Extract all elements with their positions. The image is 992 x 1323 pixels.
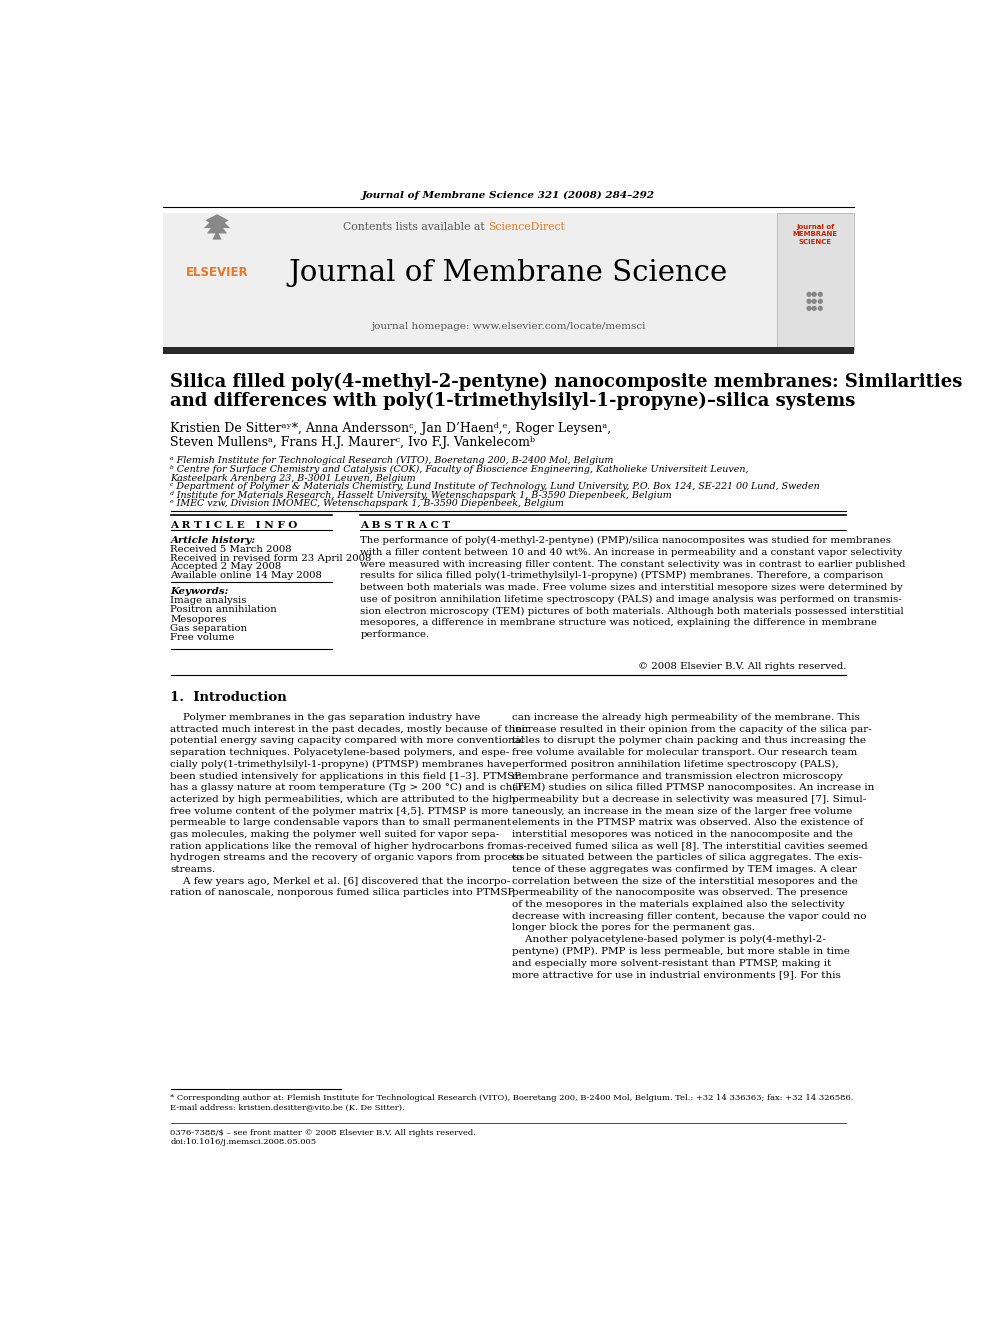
Text: journal of
MEMBRANE
SCIENCE: journal of MEMBRANE SCIENCE: [793, 224, 838, 245]
Text: Mesopores: Mesopores: [171, 615, 227, 623]
Text: Silica filled poly(4-methyl-2-pentyne) nanocomposite membranes: Similarities: Silica filled poly(4-methyl-2-pentyne) n…: [171, 373, 963, 392]
Text: Accepted 2 May 2008: Accepted 2 May 2008: [171, 562, 282, 572]
Text: * Corresponding author at: Flemish Institute for Technological Research (VITO), : * Corresponding author at: Flemish Insti…: [171, 1094, 854, 1102]
Text: can increase the already high permeability of the membrane. This
increase result: can increase the already high permeabili…: [512, 713, 874, 979]
Text: Kristien De Sitterᵃʸ*, Anna Anderssonᶜ, Jan D’Haenᵈ,ᵉ, Roger Leysenᵃ,: Kristien De Sitterᵃʸ*, Anna Anderssonᶜ, …: [171, 422, 612, 435]
Text: Received 5 March 2008: Received 5 March 2008: [171, 545, 292, 554]
Bar: [163, 213, 854, 349]
Bar: [163, 347, 854, 355]
Text: and differences with poly(1-trimethylsilyl-1-propyne)–silica systems: and differences with poly(1-trimethylsil…: [171, 392, 856, 410]
Text: 1.  Introduction: 1. Introduction: [171, 691, 288, 704]
Text: ᵇ Centre for Surface Chemistry and Catalysis (COK), Faculty of Bioscience Engine: ᵇ Centre for Surface Chemistry and Catal…: [171, 466, 749, 475]
Text: E-mail address: kristien.desitter@vito.be (K. De Sitter).: E-mail address: kristien.desitter@vito.b…: [171, 1103, 405, 1111]
Text: ᵈ Institute for Materials Research, Hasselt University, Wetenschapspark 1, B-359: ᵈ Institute for Materials Research, Hass…: [171, 491, 673, 500]
Text: ScienceDirect: ScienceDirect: [488, 221, 565, 232]
Text: ●●●
●●●
●●●: ●●● ●●● ●●●: [806, 291, 824, 311]
Text: A R T I C L E   I N F O: A R T I C L E I N F O: [171, 521, 298, 529]
Text: ELSEVIER: ELSEVIER: [186, 266, 248, 279]
Text: A B S T R A C T: A B S T R A C T: [360, 521, 450, 529]
Text: Available online 14 May 2008: Available online 14 May 2008: [171, 570, 322, 579]
Text: doi:10.1016/j.memsci.2008.05.005: doi:10.1016/j.memsci.2008.05.005: [171, 1138, 316, 1146]
Text: Keywords:: Keywords:: [171, 587, 229, 595]
Text: Polymer membranes in the gas separation industry have
attracted much interest in: Polymer membranes in the gas separation …: [171, 713, 531, 897]
Text: Journal of Membrane Science 321 (2008) 284–292: Journal of Membrane Science 321 (2008) 2…: [362, 191, 655, 200]
Bar: [777, 213, 854, 349]
Text: Contents lists available at: Contents lists available at: [343, 221, 488, 232]
Text: © 2008 Elsevier B.V. All rights reserved.: © 2008 Elsevier B.V. All rights reserved…: [638, 663, 846, 672]
Text: ᵃ Flemish Institute for Technological Research (VITO), Boeretang 200, B-2400 Mol: ᵃ Flemish Institute for Technological Re…: [171, 456, 614, 466]
Text: ᶜ Department of Polymer & Materials Chemistry, Lund Institute of Technology, Lun: ᶜ Department of Polymer & Materials Chem…: [171, 483, 820, 491]
Text: Positron annihilation: Positron annihilation: [171, 606, 277, 614]
Text: 0376-7388/$ – see front matter © 2008 Elsevier B.V. All rights reserved.: 0376-7388/$ – see front matter © 2008 El…: [171, 1129, 476, 1136]
Polygon shape: [203, 214, 230, 239]
Text: journal homepage: www.elsevier.com/locate/memsci: journal homepage: www.elsevier.com/locat…: [371, 321, 646, 331]
Text: ᵉ IMEC vzw, Division IMOMEC, Wetenschapspark 1, B-3590 Diepenbeek, Belgium: ᵉ IMEC vzw, Division IMOMEC, Wetenschaps…: [171, 499, 564, 508]
Text: Journal of Membrane Science: Journal of Membrane Science: [289, 259, 728, 287]
Text: Image analysis: Image analysis: [171, 597, 247, 605]
Text: Steven Mullensᵃ, Frans H.J. Maurerᶜ, Ivo F.J. Vankelecomᵇ: Steven Mullensᵃ, Frans H.J. Maurerᶜ, Ivo…: [171, 435, 536, 448]
Text: Received in revised form 23 April 2008: Received in revised form 23 April 2008: [171, 554, 372, 562]
Text: Kasteelpark Arenberg 23, B-3001 Leuven, Belgium: Kasteelpark Arenberg 23, B-3001 Leuven, …: [171, 474, 416, 483]
Text: Article history:: Article history:: [171, 536, 256, 545]
Text: The performance of poly(4-methyl-2-pentyne) (PMP)/silica nanocomposites was stud: The performance of poly(4-methyl-2-penty…: [360, 536, 906, 639]
Text: Free volume: Free volume: [171, 634, 235, 642]
Text: Gas separation: Gas separation: [171, 624, 248, 632]
